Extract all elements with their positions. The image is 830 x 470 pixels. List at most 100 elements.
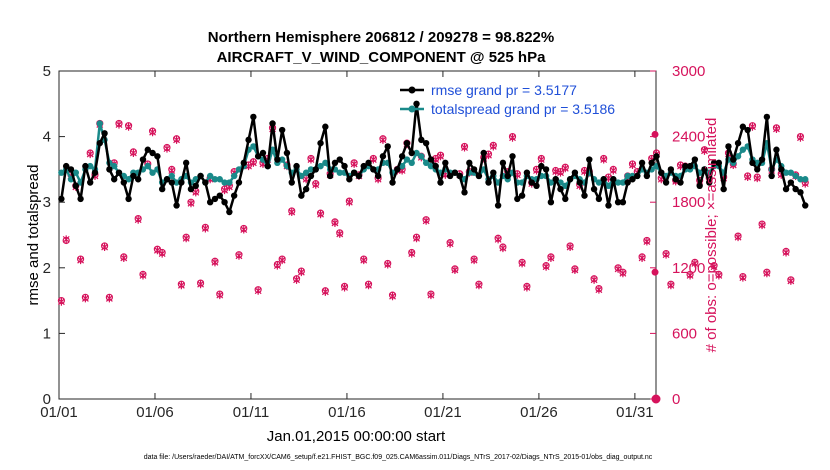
- obs-assimilated-point: [182, 234, 190, 243]
- rmse-point: [432, 162, 439, 170]
- y-tick-label-left: 1: [43, 325, 51, 342]
- totalspread-point: [782, 169, 790, 176]
- obs-assimilated-point: [158, 249, 166, 258]
- totalspread-point: [802, 176, 809, 183]
- rmse-point: [379, 153, 387, 160]
- rmse-point: [178, 179, 185, 186]
- rmse-point: [374, 172, 382, 180]
- rmse-point: [144, 146, 151, 153]
- rmse-point: [254, 153, 262, 160]
- legend-spread-marker: [408, 105, 416, 113]
- obs-assimilated-point: [134, 215, 142, 224]
- y-tick-label-right: 0: [672, 391, 680, 408]
- rmse-point: [456, 172, 463, 180]
- rmse-point: [302, 185, 310, 193]
- rmse-point: [672, 176, 679, 183]
- rmse-point: [638, 159, 646, 167]
- obs-assimilated-point: [221, 186, 228, 195]
- rmse-point: [600, 176, 607, 183]
- totalspread-point: [96, 120, 103, 127]
- rmse-point: [67, 166, 75, 173]
- rmse-point: [408, 149, 415, 157]
- obs-assimilated-point: [638, 253, 646, 262]
- rmse-point: [158, 185, 166, 193]
- obs-assimilated-point: [101, 243, 109, 252]
- rmse-point: [274, 156, 281, 163]
- totalspread-point: [72, 169, 79, 176]
- obs-assimilated-point: [595, 285, 603, 294]
- obs-assimilated-point: [744, 173, 752, 182]
- rmse-point: [528, 179, 535, 186]
- obs-assimilated-point: [422, 216, 430, 225]
- rmse-point: [293, 162, 300, 170]
- rmse-point: [398, 153, 406, 160]
- totalspread-point: [307, 166, 315, 173]
- obs-assimilated-point: [475, 281, 483, 290]
- rmse-point: [422, 139, 430, 147]
- rmse-point: [557, 185, 564, 193]
- rmse-point: [427, 156, 435, 163]
- obs-assimilated-point: [197, 280, 204, 289]
- obs-assimilated-point: [537, 155, 545, 164]
- rmse-point: [514, 195, 521, 203]
- rmse-point: [562, 195, 569, 203]
- obs-assimilated-point: [57, 297, 65, 306]
- obs-assimilated-point: [662, 250, 670, 259]
- rmse-point: [590, 185, 598, 193]
- totalspread-point: [418, 153, 425, 160]
- rmse-point: [566, 176, 574, 183]
- rmse-point: [490, 169, 497, 176]
- totalspread-point: [278, 156, 286, 163]
- obs-assimilated-point: [307, 155, 315, 164]
- obs-assimilated-point: [331, 218, 339, 227]
- legend-spread-label: totalspread grand pr = 3.5186: [431, 101, 615, 117]
- totalspread-point: [422, 159, 430, 167]
- obs-assimilated-point: [62, 235, 70, 244]
- totalspread-point: [408, 159, 415, 167]
- obs-assimilated-point: [211, 258, 219, 267]
- y-tick-label-right: 2400: [672, 129, 705, 146]
- rmse-point: [797, 189, 804, 196]
- obs-assimilated-point: [278, 256, 286, 265]
- rmse-point: [206, 199, 214, 206]
- obs-assimilated-point: [571, 265, 579, 274]
- rmse-point: [446, 172, 454, 180]
- rmse-point: [168, 179, 175, 186]
- rmse-point: [658, 169, 665, 176]
- totalspread-point: [787, 169, 795, 176]
- totalspread-point: [403, 156, 411, 163]
- totalspread-point: [619, 179, 627, 186]
- obs-assimilated-point: [235, 251, 243, 260]
- rmse-point: [331, 159, 339, 167]
- rmse-point: [418, 136, 425, 144]
- obs-assimilated-point: [489, 142, 497, 151]
- obs-assimilated-point: [710, 262, 718, 271]
- obs-assimilated-point: [293, 275, 300, 284]
- rmse-point: [571, 169, 579, 176]
- totalspread-point: [250, 143, 257, 150]
- rmse-point: [192, 182, 199, 189]
- totalspread-point: [792, 172, 799, 180]
- rmse-point: [768, 172, 775, 180]
- rmse-point: [110, 176, 118, 183]
- x-tick-label: 01/16: [328, 404, 366, 421]
- obs-assimilated-point: [787, 276, 795, 285]
- y-tick-label-right: 3000: [672, 63, 705, 80]
- rmse-point: [58, 195, 65, 203]
- rmse-point: [154, 153, 161, 160]
- y-tick-label-right: 1200: [672, 260, 705, 277]
- chart-title-line-1: Northern Hemisphere 206812 / 209278 = 98…: [208, 29, 554, 46]
- totalspread-point: [398, 162, 406, 170]
- rmse-point: [734, 139, 742, 147]
- obs-assimilated-point: [667, 281, 675, 290]
- obs-assimilated-point: [461, 143, 468, 152]
- rmse-point: [586, 156, 593, 163]
- rmse-point: [581, 192, 588, 199]
- rmse-point: [120, 179, 127, 186]
- obs-assimilated-point: [590, 275, 598, 284]
- obs-assimilated-point: [523, 283, 531, 292]
- rmse-point: [149, 149, 156, 157]
- rmse-point: [552, 176, 559, 183]
- rmse-point: [336, 156, 343, 163]
- rmse-point: [163, 176, 171, 183]
